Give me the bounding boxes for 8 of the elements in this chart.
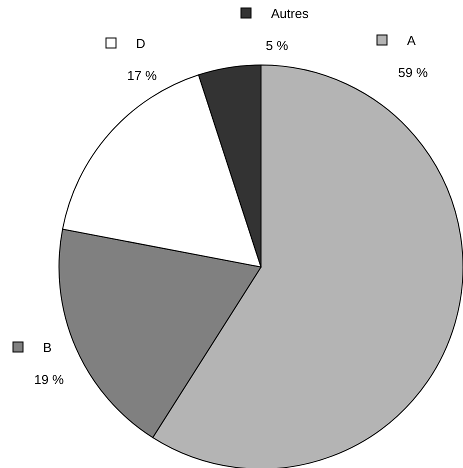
data-label: 19 % [34, 372, 64, 387]
data-label: 59 % [398, 65, 428, 80]
legend-label: D [136, 36, 146, 51]
data-label: 17 % [127, 68, 158, 83]
legend-label: A [407, 33, 416, 48]
legend-label: Autres [271, 6, 310, 21]
legend-label: B [43, 340, 52, 355]
data-label: 5 % [266, 38, 289, 53]
